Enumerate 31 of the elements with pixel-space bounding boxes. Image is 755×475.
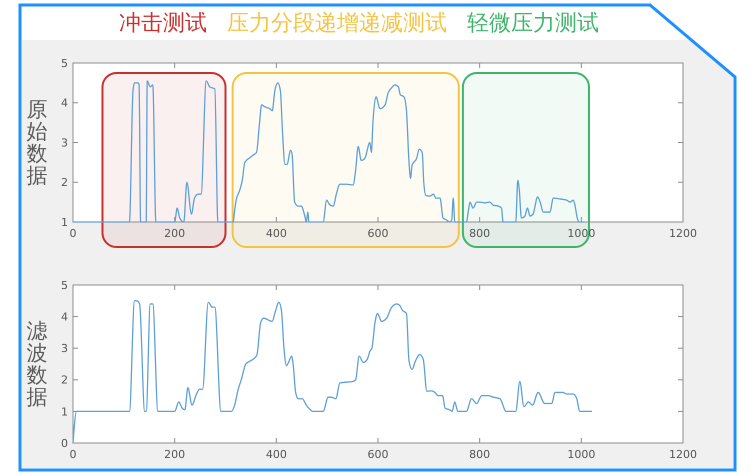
y-axis-title: 原始数据 xyxy=(26,98,48,188)
x-tick-label: 1200 xyxy=(669,448,697,461)
y-tick-label: 5 xyxy=(61,56,68,70)
y-tick-label: 2 xyxy=(61,374,68,387)
line-series xyxy=(72,300,592,444)
y-tick-label: 3 xyxy=(61,136,68,150)
x-tick-label: 200 xyxy=(164,227,186,240)
x-tick-label: 600 xyxy=(368,227,388,240)
x-tick-label: 800 xyxy=(469,227,490,240)
y-tick-label: 4 xyxy=(61,96,68,110)
y-tick-label: 2 xyxy=(61,176,68,190)
x-tick-label: 200 xyxy=(164,448,186,461)
y-tick-label: 4 xyxy=(61,310,68,324)
y-axis-title: 滤波数据 xyxy=(26,319,48,409)
band-label: 压力分段递增递减测试 xyxy=(227,11,447,36)
y-tick-label: 1 xyxy=(61,216,68,229)
x-tick-label: 800 xyxy=(469,448,490,461)
line-series xyxy=(72,80,585,223)
band-label: 轻微压力测试 xyxy=(467,11,599,36)
y-tick-label: 5 xyxy=(61,278,68,292)
x-tick-label: 1000 xyxy=(567,448,596,461)
y-tick-label: 0 xyxy=(61,436,68,450)
x-tick-label: 400 xyxy=(266,227,287,240)
y-tick-label: 1 xyxy=(61,405,68,418)
y-tick-label: 3 xyxy=(61,342,68,356)
band-label: 冲击测试 xyxy=(119,11,207,36)
x-tick-label: 600 xyxy=(368,448,388,461)
x-tick-label: 0 xyxy=(70,448,76,461)
x-tick-label: 1200 xyxy=(669,227,697,240)
x-tick-label: 400 xyxy=(266,448,287,461)
x-tick-label: 0 xyxy=(70,227,76,240)
